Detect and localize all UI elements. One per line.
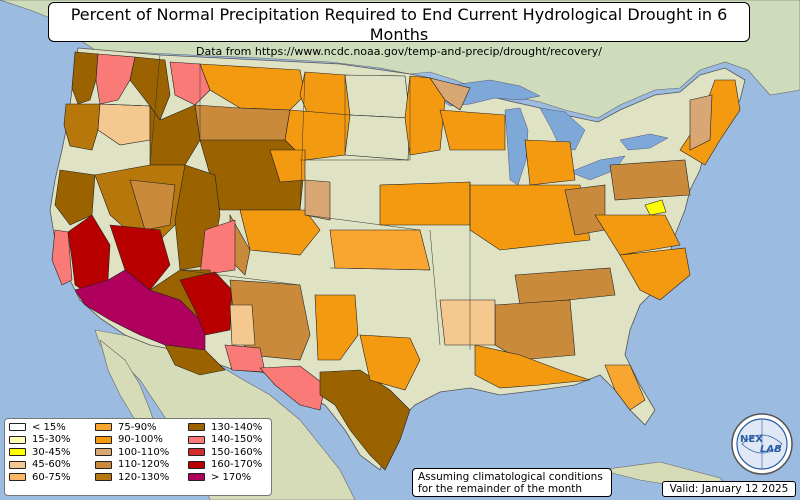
region-fl-orange — [604, 364, 646, 411]
legend-label: 75-90% — [118, 421, 157, 433]
legend-item: > 170% — [188, 471, 262, 484]
valid-date: Valid: January 12 2025 — [662, 481, 796, 497]
logo-text-lab: LAB — [760, 444, 782, 455]
legend-label: 130-140% — [211, 421, 263, 433]
region-nm-red — [179, 271, 233, 336]
region-ne-tan — [689, 94, 713, 151]
legend-label: 110-120% — [118, 459, 170, 471]
region-ia-orange — [379, 181, 471, 226]
legend-swatch — [9, 448, 26, 457]
legend-swatch — [95, 448, 112, 457]
legend-item: 100-110% — [95, 446, 169, 459]
region-nc-orange — [619, 247, 691, 301]
region-nv-tan — [129, 179, 176, 231]
legend-item: 60-75% — [9, 471, 71, 484]
note-line-1: Assuming climatological conditions — [418, 471, 603, 483]
legend-label: 15-30% — [32, 434, 71, 446]
region-md-yellow — [644, 199, 667, 216]
legend-item: 140-150% — [188, 434, 262, 447]
legend-item: 30-45% — [9, 446, 71, 459]
region-sd-light — [344, 114, 411, 161]
legend-item: < 15% — [9, 421, 71, 434]
legend-swatch — [95, 460, 112, 469]
region-mi-orange — [524, 139, 576, 186]
legend-item: 45-60% — [9, 459, 71, 472]
legend-swatch — [188, 435, 205, 444]
legend-column-2: 75-90% 90-100% 100-110% 110-120% 120-130… — [95, 421, 169, 484]
region-ca-pink-coast — [51, 229, 73, 286]
legend-label: 120-130% — [118, 471, 170, 483]
region-nd-light — [344, 74, 411, 119]
region-ut-pink — [199, 219, 236, 276]
region-tx-brown — [319, 369, 411, 471]
legend-label: 30-45% — [32, 446, 71, 458]
legend-label: 150-160% — [211, 446, 263, 458]
map-source: Data from https://www.ncdc.noaa.gov/temp… — [196, 45, 602, 58]
region-ne-tan — [304, 179, 331, 221]
legend-item: 90-100% — [95, 434, 169, 447]
legend-item: 130-140% — [188, 421, 262, 434]
region-pa-brown — [609, 159, 691, 201]
legend-item: 15-30% — [9, 434, 71, 447]
legend-swatch — [188, 448, 205, 457]
legend-swatch — [188, 423, 205, 432]
legend-swatch — [95, 423, 112, 432]
region-idaho-south — [149, 104, 201, 166]
region-ar-tan — [439, 299, 496, 346]
legend-item: 150-160% — [188, 446, 262, 459]
legend-swatch — [9, 460, 26, 469]
legend-swatch — [9, 435, 26, 444]
region-la-orange — [474, 344, 591, 389]
logo-text-nex: NEX — [740, 434, 763, 445]
note-line-2: for the remainder of the month — [418, 483, 583, 495]
region-ca-red-mountain — [109, 224, 171, 291]
legend-label: > 170% — [211, 471, 252, 483]
legend-column-3: 130-140% 140-150% 150-160% 160-170% > 17… — [188, 421, 262, 484]
region-ms-al-brown — [494, 299, 576, 361]
region-tx-orange — [314, 294, 359, 361]
legend-swatch — [95, 435, 112, 444]
region-tx-east-orange — [359, 334, 421, 391]
region-sd-orange — [284, 109, 351, 161]
region-tn-brown — [514, 267, 616, 306]
legend-label: 140-150% — [211, 434, 263, 446]
region-nm-light — [229, 304, 256, 346]
legend-label: 90-100% — [118, 434, 163, 446]
legend-swatch — [188, 460, 205, 469]
lake-ontario — [619, 133, 669, 151]
region-mt-brown — [194, 104, 291, 146]
legend-label: 100-110% — [118, 446, 170, 458]
region-wi-orange — [439, 109, 506, 151]
legend: < 15% 15-30% 30-45% 45-60% 60-75% 75-90%… — [4, 418, 272, 496]
legend-swatch — [95, 473, 112, 482]
legend-label: < 15% — [32, 421, 66, 433]
region-mn-tan — [429, 77, 471, 111]
nex-lab-logo: NEX LAB — [731, 413, 793, 475]
lake-huron — [539, 107, 586, 151]
legend-item: 160-170% — [188, 459, 262, 472]
region-tx-pink — [259, 365, 326, 411]
region-az-south-brown — [164, 344, 226, 376]
legend-swatch — [9, 473, 26, 482]
lake-michigan — [504, 107, 529, 186]
legend-label: 45-60% — [32, 459, 71, 471]
title-box: Percent of Normal Precipitation Required… — [48, 2, 750, 58]
legend-label: 160-170% — [211, 459, 263, 471]
legend-item: 75-90% — [95, 421, 169, 434]
legend-item: 120-130% — [95, 471, 169, 484]
map-title: Percent of Normal Precipitation Required… — [70, 5, 728, 44]
state-borders — [99, 54, 471, 350]
legend-label: 60-75% — [32, 471, 71, 483]
assumption-note: Assuming climatological conditions for t… — [412, 468, 612, 497]
region-ks-orange — [329, 229, 431, 271]
region-co-orange — [239, 209, 321, 256]
legend-swatch — [188, 473, 205, 482]
legend-swatch — [9, 423, 26, 432]
legend-item: 110-120% — [95, 459, 169, 472]
legend-column-1: < 15% 15-30% 30-45% 45-60% 60-75% — [9, 421, 71, 484]
region-va-orange — [594, 214, 681, 256]
lake-erie — [569, 155, 626, 181]
region-ca-north — [54, 169, 96, 226]
